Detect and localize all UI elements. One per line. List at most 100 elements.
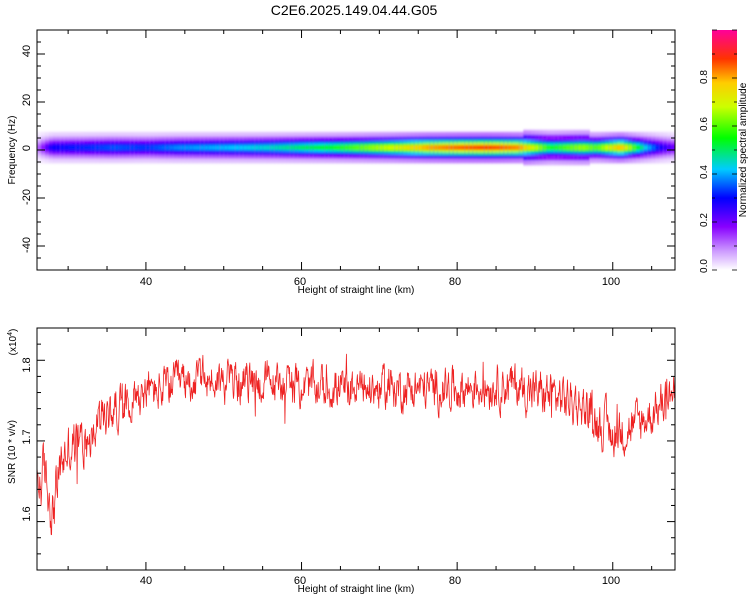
spectrogram-xtick-label: 80	[449, 276, 461, 288]
heatmap-cell	[480, 145, 485, 150]
heatmap-cell	[64, 145, 69, 150]
snr-xtick-label: 40	[140, 575, 152, 587]
heatmap-cell	[569, 145, 575, 150]
heatmap-cell	[371, 145, 377, 150]
heatmap-cell	[149, 145, 155, 150]
heatmap-cell	[239, 145, 244, 150]
heatmap-cell	[254, 145, 260, 150]
spectrogram-xlabel: Height of straight line (km)	[298, 285, 415, 296]
heatmap-cell	[44, 145, 50, 150]
heatmap-cell	[604, 145, 610, 150]
heatmap-cell	[336, 145, 342, 150]
heatmap-cell	[511, 145, 517, 150]
heatmap-cell	[270, 145, 275, 150]
heatmap-cell	[531, 145, 536, 150]
spectrogram-ytick-label: -20	[21, 189, 33, 205]
heatmap-cell	[118, 145, 124, 150]
heatmap-cell	[352, 145, 357, 150]
colorbar-tick-label: 0.4	[699, 165, 710, 179]
heatmap-cell	[367, 145, 373, 150]
snr-ylabel: SNR (10 * v/v)	[7, 420, 18, 484]
heatmap-cell	[573, 145, 579, 150]
heatmap-cell	[429, 145, 435, 150]
heatmap-cell	[507, 145, 513, 150]
heatmap-cell	[72, 145, 77, 150]
heatmap-cell	[219, 145, 225, 150]
heatmap-cell	[647, 145, 653, 150]
spectrogram-panel: 40 60 80 100 Height of straight line (km…	[7, 29, 676, 296]
heatmap-cell	[437, 145, 443, 150]
heatmap-cell	[632, 145, 637, 150]
heatmap-cell	[422, 145, 427, 150]
snr-multiplier-base: (x10	[8, 335, 19, 355]
heatmap-cell	[114, 145, 120, 150]
heatmap-cell	[52, 145, 58, 150]
snr-multiplier: (x104)	[7, 329, 19, 356]
heatmap-cell	[110, 145, 116, 150]
heatmap-cell	[589, 145, 594, 150]
heatmap-cell	[402, 145, 408, 150]
colorbar-tick-label: 0.8	[699, 70, 710, 84]
heatmap-cell	[165, 145, 170, 150]
heatmap-cell	[566, 145, 571, 150]
heatmap-cell	[208, 145, 213, 150]
heatmap-cell	[577, 145, 583, 150]
heatmap-cell	[126, 145, 131, 150]
heatmap-cell	[95, 145, 100, 150]
heatmap-cell	[215, 145, 221, 150]
heatmap-cell	[317, 145, 322, 150]
heatmap-cell	[671, 145, 675, 150]
spectrogram-xtick-label: 40	[140, 276, 152, 288]
heatmap-cell	[282, 145, 287, 150]
heatmap-cell	[581, 145, 587, 150]
heatmap-cell	[554, 145, 559, 150]
heatmap-cell	[484, 145, 489, 150]
heatmap-cell	[161, 145, 166, 150]
heatmap-cell	[301, 145, 307, 150]
heatmap-cell	[359, 145, 365, 150]
heatmap-cell	[75, 145, 81, 150]
snr-panel: 40 60 80 100 Height of straight line (km…	[7, 327, 676, 595]
heatmap-cell	[169, 145, 174, 150]
heatmap-cell	[601, 145, 606, 150]
heatmap-cell	[231, 145, 237, 150]
heatmap-cell	[60, 145, 65, 150]
heatmap-cell	[398, 145, 404, 150]
heatmap-cell	[99, 145, 104, 150]
heatmap-cell	[461, 145, 466, 150]
heatmap-cell	[130, 145, 135, 150]
heatmap-cell	[91, 145, 96, 150]
heatmap-cell	[145, 145, 151, 150]
heatmap-cell	[542, 145, 548, 150]
heatmap-cell	[56, 145, 61, 150]
heatmap-cell	[142, 145, 147, 150]
heatmap-cell	[332, 145, 338, 150]
heatmap-cell	[445, 145, 450, 150]
heatmap-cell	[538, 145, 544, 150]
heatmap-cell	[523, 145, 528, 150]
heatmap-cell	[527, 145, 532, 150]
snr-xlabel: Height of straight line (km)	[298, 584, 415, 595]
heatmap-cell	[636, 145, 641, 150]
spectrogram-ytick-label: -40	[21, 237, 33, 253]
heatmap-cell	[177, 145, 182, 150]
spectrogram-ylabel: Frequency (Hz)	[7, 116, 18, 185]
heatmap-cell	[107, 145, 112, 150]
heatmap-cell	[433, 145, 439, 150]
heatmap-cell	[320, 145, 326, 150]
heatmap-cell	[153, 145, 159, 150]
heatmap-cell	[48, 145, 54, 150]
heatmap-cell	[550, 145, 556, 150]
snr-series-line	[37, 353, 675, 536]
heatmap-cell	[184, 145, 190, 150]
heatmap-cell	[278, 145, 283, 150]
heatmap-cell	[348, 145, 353, 150]
spectrogram-xtick-label: 100	[602, 276, 620, 288]
heatmap-cell	[457, 145, 462, 150]
svg-text:(x104): (x104)	[7, 329, 19, 356]
colorbar-gradient	[712, 30, 737, 270]
snr-ytick-label: 1.6	[21, 506, 33, 521]
heatmap-cell	[464, 145, 470, 150]
heatmap-cell	[68, 145, 73, 150]
heatmap-cell	[79, 145, 85, 150]
